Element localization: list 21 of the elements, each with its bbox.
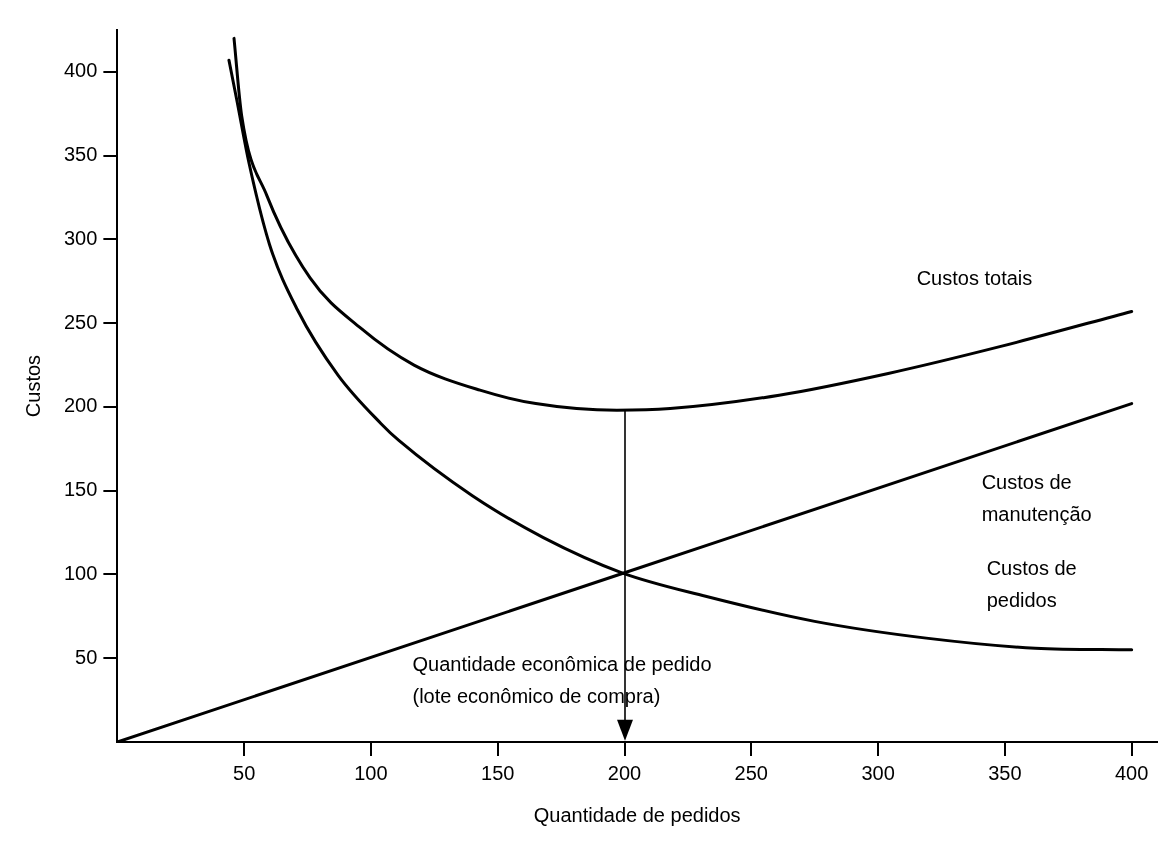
series-label: Custos de manutenção (981, 471, 1092, 526)
y-tick-label: 200 (63, 394, 98, 417)
y-tick-label: 350 (63, 143, 98, 166)
text: Custos totais (916, 266, 1033, 289)
y-tick-label: 100 (63, 561, 98, 584)
series-label: Custos de pedidos (986, 557, 1077, 612)
x-tick-label: 100 (354, 761, 388, 784)
x-tick-label: 200 (607, 761, 642, 784)
y-axis-title: Custos (21, 354, 44, 418)
x-axis-title: Quantidade de pedidos (533, 803, 741, 826)
y-tick-label: 150 (63, 478, 98, 501)
y-tick-label: 300 (63, 226, 98, 249)
x-tick-label: 400 (1114, 761, 1149, 784)
x-tick-label: 350 (988, 761, 1022, 784)
y-tick-label: 400 (63, 59, 98, 82)
y-tick-label: 250 (63, 310, 98, 333)
y-tick-label: 50 (75, 645, 98, 668)
x-tick-label: 150 (481, 761, 515, 784)
x-tick-label: 250 (734, 761, 768, 784)
x-tick-label: 50 (233, 761, 256, 784)
x-tick-label: 300 (861, 761, 895, 784)
